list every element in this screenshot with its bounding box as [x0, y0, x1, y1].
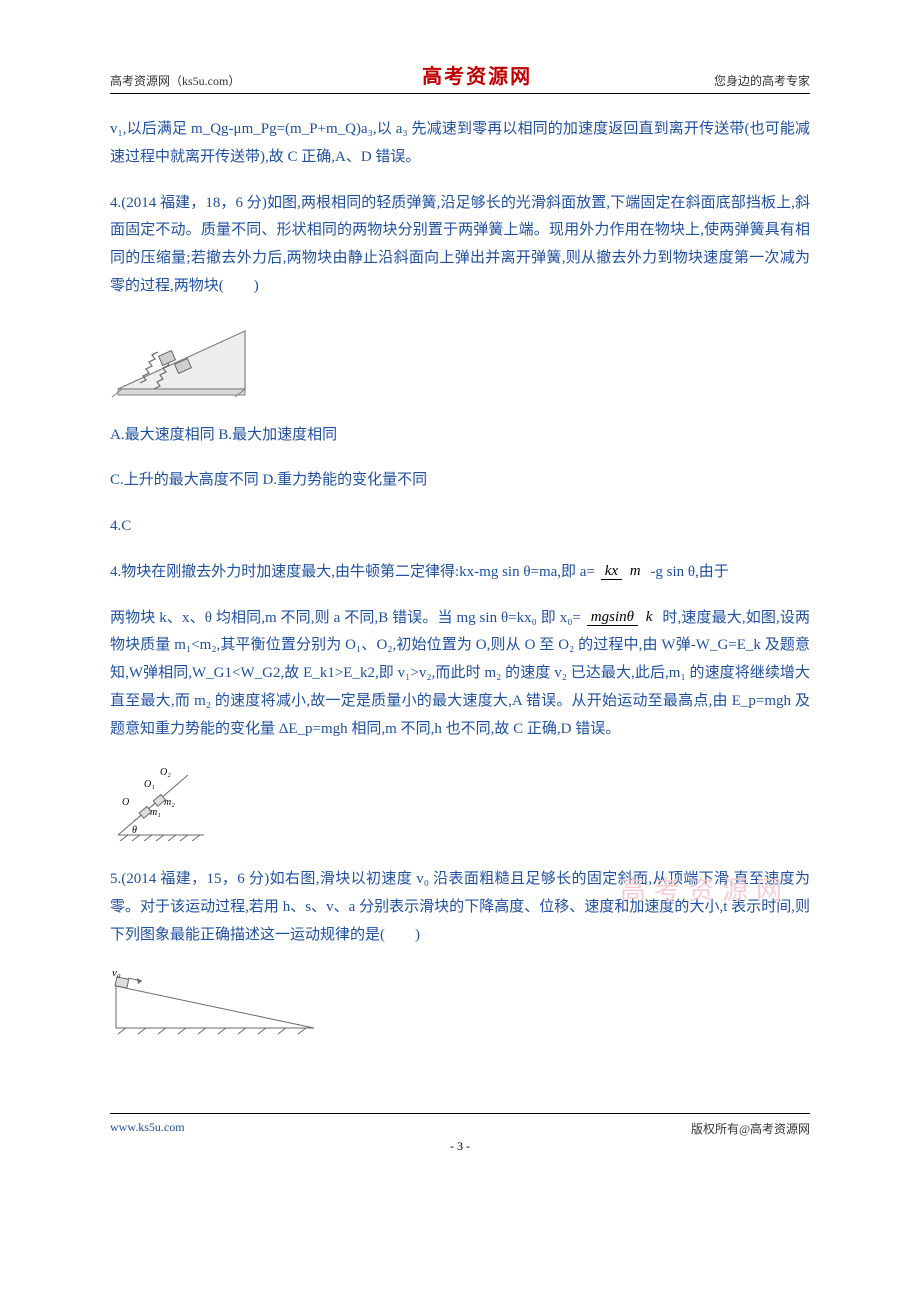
incline-springs-icon [110, 319, 255, 399]
svg-text:m₂: m₂ [164, 797, 175, 808]
expl-text-2b: 时,速度最大,如图,设两物块质量 m₁<m₂,其平衡位置分别为 O₁、O₂,初始… [110, 610, 810, 737]
footer-url: www.ks5u.com [110, 1120, 185, 1137]
question-4-options-cd: C.上升的最大高度不同 D.重力势能的变化量不同 [110, 467, 810, 495]
fraction-mgsin-over-k: mgsinθ k [587, 610, 657, 626]
incline-positions-icon: O O₁ O₂ m₁ m₂ θ [110, 761, 210, 843]
svg-text:O₁: O₁ [144, 779, 155, 790]
svg-text:O: O [122, 797, 129, 808]
question-4-explanation-line1: 4.物块在刚撤去外力时加速度最大,由牛顿第二定律得:kx-mg sin θ=ma… [110, 559, 810, 587]
header-brand: 高考资源网 [422, 60, 532, 89]
expl-text-1b: -g sin θ,由于 [650, 564, 728, 580]
block-on-incline-icon: v₀ [110, 968, 320, 1038]
svg-text:v₀: v₀ [112, 968, 121, 979]
page-number: - 3 - [110, 1139, 810, 1154]
fraction-denominator: k [642, 609, 657, 625]
svg-text:m₁: m₁ [150, 807, 161, 818]
question-4-options-ab: A.最大速度相同 B.最大加速度相同 [110, 422, 810, 450]
expl-text-2a: 两物块 k、x、θ 均相同,m 不同,则 a 不同,B 错误。当 mg sin … [110, 610, 585, 626]
svg-text:θ: θ [132, 825, 137, 836]
question-4-answer: 4.C [110, 513, 810, 541]
expl-text-1a: 4.物块在刚撤去外力时加速度最大,由牛顿第二定律得:kx-mg sin θ=ma… [110, 564, 599, 580]
question-4-explanation-line2: 两物块 k、x、θ 均相同,m 不同,则 a 不同,B 错误。当 mg sin … [110, 605, 810, 744]
question-4-positions-figure: O O₁ O₂ m₁ m₂ θ [110, 761, 810, 848]
header-source: 高考资源网（ks5u.com） [110, 72, 240, 89]
question-5-stem: 5.(2014 福建，15，6 分)如右图,滑块以初速度 v₀ 沿表面粗糙且足够… [110, 866, 810, 949]
question-4-stem: 4.(2014 福建，18，6 分)如图,两根相同的轻质弹簧,沿足够长的光滑斜面… [110, 190, 810, 301]
fraction-numerator: kx [601, 563, 622, 580]
footer-copyright: 版权所有@高考资源网 [691, 1120, 810, 1137]
prev-question-explanation-tail: v₁,以后满足 m_Qg-μm_Pg=(m_P+m_Q)a₃,以 a₃ 先减速到… [110, 116, 810, 172]
fraction-denominator: m [626, 563, 645, 579]
svg-text:O₂: O₂ [160, 767, 171, 778]
header-tagline: 您身边的高考专家 [714, 72, 810, 89]
page-header: 高考资源网（ks5u.com） 高考资源网 您身边的高考专家 [110, 60, 810, 94]
question-4-figure [110, 319, 810, 404]
fraction-kx-over-m: kx m [601, 564, 645, 580]
page-footer: www.ks5u.com 版权所有@高考资源网 [110, 1113, 810, 1137]
question-5-figure: v₀ [110, 968, 810, 1043]
fraction-numerator: mgsinθ [587, 609, 638, 626]
